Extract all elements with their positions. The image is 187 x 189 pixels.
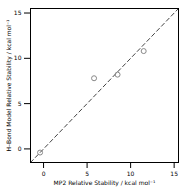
- svg-text:15: 15: [170, 170, 178, 177]
- svg-text:10: 10: [14, 54, 22, 61]
- svg-text:0: 0: [18, 145, 22, 152]
- svg-text:5: 5: [18, 100, 22, 107]
- svg-text:5: 5: [85, 170, 89, 177]
- svg-text:MP2 Relative Stability / kcal: MP2 Relative Stability / kcal mol⁻¹: [54, 179, 156, 187]
- svg-text:15: 15: [14, 9, 22, 16]
- svg-text:0: 0: [42, 170, 46, 177]
- svg-text:H–Bond Model Relative Stabilit: H–Bond Model Relative Stability / kcal m…: [5, 19, 13, 152]
- svg-text:10: 10: [127, 170, 135, 177]
